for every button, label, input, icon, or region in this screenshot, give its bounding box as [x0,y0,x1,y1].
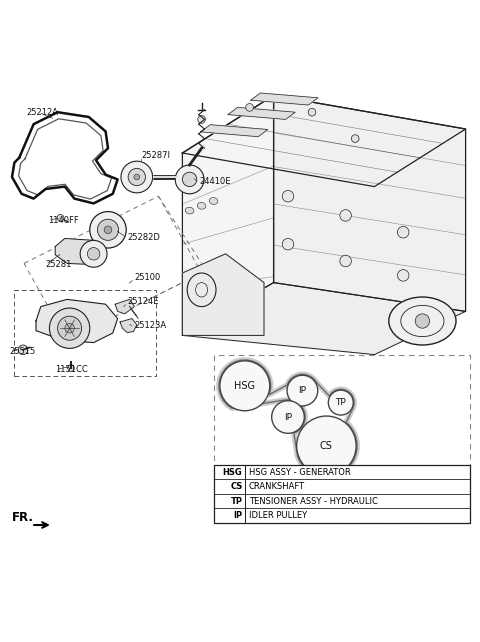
Text: 25100: 25100 [134,273,161,282]
Text: 1151CC: 1151CC [55,365,88,374]
Circle shape [97,219,119,240]
Polygon shape [182,96,466,187]
Text: TP: TP [336,398,346,407]
Text: TENSIONER ASSY - HYDRAULIC: TENSIONER ASSY - HYDRAULIC [249,496,377,505]
Text: CS: CS [230,482,242,491]
Ellipse shape [187,273,216,307]
Text: IDLER PULLEY: IDLER PULLEY [249,511,307,520]
Circle shape [182,172,197,187]
Circle shape [90,212,126,248]
Polygon shape [55,238,98,265]
Text: TP: TP [230,496,242,505]
Text: FR.: FR. [12,511,34,525]
Circle shape [220,361,270,411]
Bar [214,465,470,523]
Polygon shape [251,93,318,105]
Polygon shape [36,299,118,343]
Circle shape [198,116,205,123]
Circle shape [297,416,356,476]
Text: HSG: HSG [223,468,242,477]
Text: HSG ASSY - GENERATOR: HSG ASSY - GENERATOR [249,468,350,477]
Polygon shape [201,125,268,137]
Polygon shape [115,299,134,314]
Circle shape [272,401,304,433]
Circle shape [18,345,28,354]
Polygon shape [182,254,264,335]
Ellipse shape [389,297,456,345]
Circle shape [340,210,351,221]
Polygon shape [182,282,466,354]
Polygon shape [182,96,274,335]
Text: 25123A: 25123A [134,321,167,330]
Circle shape [287,375,318,406]
Circle shape [282,238,294,250]
Text: 24410E: 24410E [199,177,231,186]
Circle shape [57,214,64,221]
Circle shape [415,314,430,328]
Circle shape [397,227,409,238]
Polygon shape [274,96,466,311]
Text: 25282D: 25282D [127,232,160,241]
Circle shape [58,317,82,340]
Circle shape [308,108,316,116]
Circle shape [65,324,74,333]
Text: 1140FF: 1140FF [48,216,79,225]
Text: 25281: 25281 [46,260,72,269]
Text: 25287I: 25287I [142,151,170,160]
Polygon shape [228,107,295,119]
Circle shape [282,191,294,202]
Ellipse shape [185,207,194,214]
Circle shape [87,248,100,260]
Text: IP: IP [233,511,242,520]
Ellipse shape [197,202,206,209]
Text: IP: IP [284,413,292,422]
Text: 25212A: 25212A [26,108,59,117]
Text: CS: CS [320,441,333,451]
Circle shape [80,240,107,267]
Text: HSG: HSG [234,381,255,391]
Circle shape [340,256,351,267]
Circle shape [49,308,90,349]
Circle shape [104,226,112,234]
Ellipse shape [209,198,218,204]
Circle shape [397,270,409,281]
Circle shape [351,135,359,143]
Text: 25124E: 25124E [127,297,159,306]
Circle shape [134,174,140,180]
Text: CRANKSHAFT: CRANKSHAFT [249,482,305,491]
Circle shape [121,161,153,193]
Circle shape [68,365,74,372]
Polygon shape [120,318,137,333]
Circle shape [328,390,353,415]
Circle shape [128,168,145,186]
Circle shape [175,165,204,194]
Circle shape [246,103,253,111]
Text: 25515: 25515 [10,347,36,356]
Text: IP: IP [299,386,306,395]
